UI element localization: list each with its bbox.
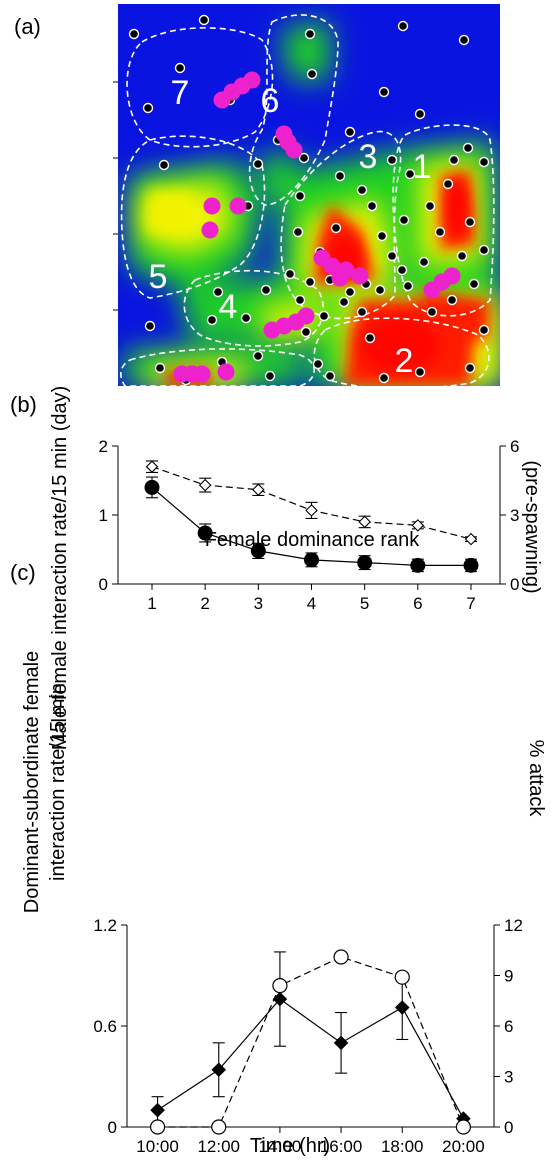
zone-label-7: 7 bbox=[171, 74, 190, 112]
territory-1 bbox=[392, 124, 495, 317]
chart-c-series-0-point bbox=[150, 1102, 165, 1118]
chart-c-series-0-point bbox=[211, 1062, 227, 1078]
heatmap-edge-ticks bbox=[113, 81, 118, 311]
chart-c-y-tick-label: 0 bbox=[108, 1118, 117, 1137]
territory-5 bbox=[120, 135, 266, 299]
zone-label-4: 4 bbox=[219, 288, 238, 326]
heatmap: 1 2 3 4 5 6 7 bbox=[118, 4, 500, 386]
territory-7 bbox=[126, 27, 274, 148]
female-clusters bbox=[173, 71, 461, 383]
zone-label-2: 2 bbox=[395, 342, 414, 380]
zone-label-3: 3 bbox=[359, 138, 378, 176]
territory-2 bbox=[313, 317, 490, 386]
chart-c-y2-tick-label: 3 bbox=[504, 1068, 513, 1087]
territory-4 bbox=[183, 269, 324, 347]
chart-c-series-1-line bbox=[157, 956, 464, 1128]
chart-b-series-0-point bbox=[304, 552, 319, 568]
chart-c-y2-tick-label: 0 bbox=[504, 1118, 513, 1137]
point-dots bbox=[128, 14, 490, 386]
chart-c-x-tick-label: 14:00 bbox=[259, 1137, 302, 1156]
chart-b-series-1-point bbox=[145, 460, 159, 473]
chart-c-y2-tick-label: 12 bbox=[504, 916, 523, 935]
chart-c-x-tick-label: 16:00 bbox=[320, 1137, 363, 1156]
chart-c-xlabel: Time (hr) bbox=[250, 1135, 330, 1157]
chart-b-y-tick-label: 2 bbox=[99, 437, 108, 456]
chart-c-series-1-point bbox=[333, 949, 349, 965]
chart-b-series-1-point bbox=[305, 504, 318, 517]
chart-b-series-1-point bbox=[198, 478, 212, 492]
zone-labels: 1 2 3 4 5 6 7 bbox=[149, 74, 432, 380]
chart-b-series-1-point bbox=[411, 519, 425, 532]
chart-c-y-tick-label: 0.6 bbox=[93, 1017, 117, 1036]
chart-c: Dominant-subordinate female interaction … bbox=[21, 651, 547, 1157]
chart-c-series-0-point bbox=[333, 1035, 349, 1051]
chart-b-series-0-point bbox=[250, 543, 266, 559]
chart-c-y2-tick-label: 6 bbox=[504, 1017, 513, 1036]
chart-c-x-tick-label: 20:00 bbox=[442, 1137, 485, 1156]
chart-c-series-1-point bbox=[149, 1119, 166, 1135]
chart-c-marks: 10:00 12:00 14:00 16:00 18:00 20:00 0 0.6 1.2 0 3 6… bbox=[93, 916, 523, 1156]
chart-c-series-1-point bbox=[455, 1119, 472, 1135]
chart-b-series-1-point bbox=[252, 483, 265, 496]
chart-c-x-tick-label: 12:00 bbox=[197, 1137, 240, 1156]
chart-b-y2-tick-label: 0 bbox=[510, 575, 519, 594]
chart-b-x-tick-label: 2 bbox=[200, 594, 209, 613]
chart-b-series-1-point bbox=[358, 515, 371, 529]
chart-c-y2label: % attack bbox=[525, 740, 547, 818]
chart-b-x-tick-label: 4 bbox=[307, 594, 316, 613]
chart-c-x-tick-label: 18:00 bbox=[381, 1137, 424, 1156]
chart-c-series-1-point bbox=[272, 977, 288, 994]
chart-b-y2-tick-label: 6 bbox=[510, 437, 519, 456]
chart-c-y2-tick-label: 9 bbox=[504, 967, 513, 986]
chart-b-series-0-point bbox=[197, 525, 213, 541]
chart-b-ylabel: Male-female interaction rate/15 min (day… bbox=[49, 386, 71, 751]
chart-c-x-tick-label: 10:00 bbox=[136, 1137, 179, 1156]
chart-b-series-0-point bbox=[357, 555, 373, 571]
zone-label-6: 6 bbox=[261, 82, 280, 120]
territory-6 bbox=[248, 14, 339, 206]
chart-c-series-0-line bbox=[157, 998, 464, 1119]
chart-b: Male-female interaction rate/15 min (day… bbox=[49, 386, 543, 751]
chart-b-x-tick-label: 3 bbox=[254, 594, 263, 613]
chart-b-x-tick-label: 5 bbox=[360, 594, 369, 613]
chart-b-x-tick-label: 6 bbox=[413, 594, 422, 613]
chart-b-marks: 1 2 3 4 5 6 7 0 1 2 0 3 6 bbox=[99, 437, 520, 613]
heat-peaks bbox=[327, 180, 470, 373]
panel-b-label: (b) bbox=[10, 392, 37, 417]
chart-c-y-tick-label: 1.2 bbox=[93, 916, 117, 935]
chart-b-y2-tick-label: 3 bbox=[510, 506, 519, 525]
territory-8 bbox=[120, 348, 316, 386]
chart-b-x-tick-label: 1 bbox=[147, 594, 156, 613]
panel-a-label: (a) bbox=[14, 14, 41, 39]
chart-c-series-1-point bbox=[211, 1119, 227, 1135]
zone-label-5: 5 bbox=[149, 258, 168, 296]
chart-c-ylabel: Dominant-subordinate female bbox=[21, 651, 43, 913]
chart-b-x-tick-label: 7 bbox=[466, 594, 475, 613]
chart-b-series-1-point bbox=[464, 532, 478, 546]
territory-3 bbox=[280, 130, 402, 320]
chart-b-xlabel: Female dominance rank bbox=[205, 529, 421, 551]
chart-b-y-tick-label: 0 bbox=[99, 575, 108, 594]
chart-b-series-0-point bbox=[410, 557, 426, 573]
panel-c-label: (c) bbox=[10, 560, 36, 585]
chart-b-y2label: (pre-spawning) bbox=[521, 460, 543, 593]
zone-label-1: 1 bbox=[413, 148, 432, 186]
chart-c-series-0-point bbox=[394, 1000, 410, 1015]
territory-outlines bbox=[120, 14, 495, 386]
heat-plateau bbox=[148, 192, 192, 232]
chart-b-y-tick-label: 1 bbox=[99, 506, 108, 525]
chart-b-series-0-point bbox=[463, 557, 479, 573]
chart-b-series-0-point bbox=[144, 479, 160, 495]
chart-c-ylabel-line2: interaction rate/15 min bbox=[47, 683, 69, 881]
chart-c-series-1-point bbox=[394, 969, 410, 985]
